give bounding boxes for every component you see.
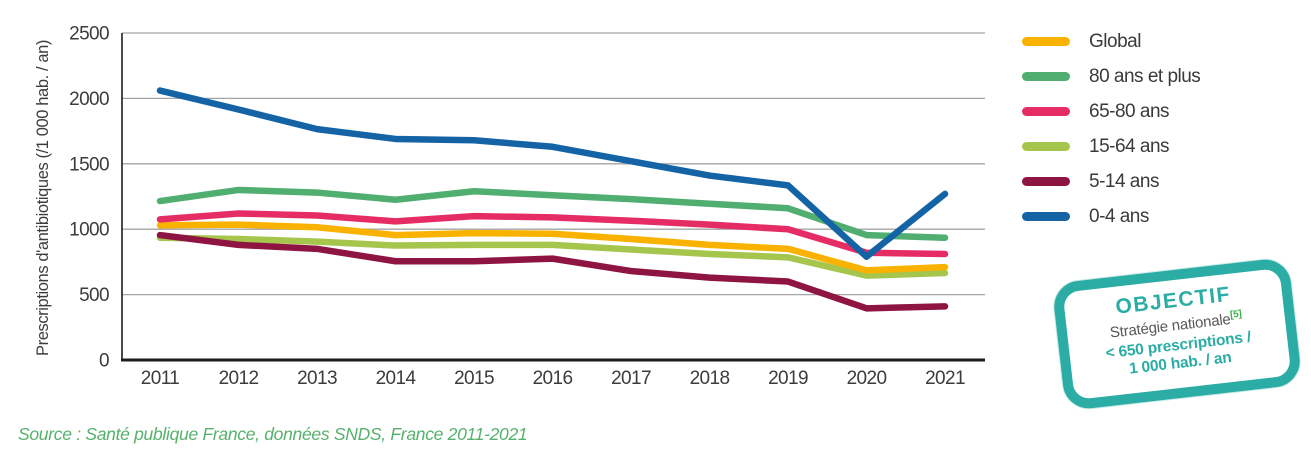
line-0-4-ans — [156, 87, 949, 260]
x-tick-label: 2016 — [533, 368, 573, 389]
x-tick-label: 2013 — [297, 368, 337, 389]
legend-swatch-80-plus — [1022, 72, 1070, 81]
x-tick-label: 2021 — [925, 368, 965, 389]
objectif-stamp-badge: OBJECTIF Stratégie nationale[5] < 650 pr… — [1051, 256, 1303, 412]
x-tick-label: 2011 — [141, 368, 179, 389]
x-tick-label: 2018 — [690, 368, 730, 389]
legend-swatch-65-80 — [1022, 107, 1070, 116]
chart-legend: Global 80 ans et plus 65-80 ans 15-64 an… — [1022, 24, 1201, 234]
x-tick-label: 2020 — [847, 368, 887, 389]
x-tick-label: 2019 — [768, 368, 808, 389]
y-tick-label: 0 — [99, 351, 109, 372]
y-tick-label: 1500 — [69, 154, 109, 175]
legend-label: 0-4 ans — [1089, 205, 1149, 227]
legend-item-global: Global — [1022, 24, 1200, 59]
x-tick-label: 2015 — [454, 368, 494, 389]
legend-item-80-plus: 80 ans et plus — [1022, 59, 1201, 94]
legend-item-5-14: 5-14 ans — [1022, 164, 1200, 199]
legend-swatch-0-4 — [1022, 212, 1070, 221]
prescriptions-line-chart: 0 500 1000 1500 2000 2500 2011 2012 2013 2014 2015… — [69, 24, 985, 389]
line-15-64-ans — [156, 234, 949, 279]
y-tick-label: 500 — [79, 285, 109, 306]
legend-swatch-5-14 — [1022, 177, 1070, 186]
y-tick-label: 1000 — [69, 220, 109, 241]
legend-item-0-4: 0-4 ans — [1022, 199, 1200, 234]
x-tick-label: 2017 — [611, 368, 651, 389]
legend-item-65-80: 65-80 ans — [1022, 94, 1200, 129]
legend-swatch-global — [1022, 37, 1070, 46]
x-tick-label: 2012 — [219, 368, 259, 389]
line-global — [156, 221, 949, 274]
badge-reference: [5] — [1229, 308, 1243, 321]
source-text: Source : Santé publique France, données … — [18, 424, 528, 444]
y-tick-label: 2500 — [69, 24, 109, 45]
line-65-80-ans — [156, 210, 949, 258]
legend-label: 80 ans et plus — [1089, 65, 1201, 87]
line-80-ans-et-plus — [156, 186, 949, 241]
x-tick-label: 2014 — [376, 368, 417, 389]
legend-item-15-64: 15-64 ans — [1022, 129, 1200, 164]
legend-label: 15-64 ans — [1089, 135, 1170, 157]
y-tick-label: 2000 — [69, 89, 109, 110]
legend-label: 65-80 ans — [1089, 100, 1170, 122]
legend-swatch-15-64 — [1022, 142, 1070, 151]
legend-label: 5-14 ans — [1089, 170, 1159, 192]
legend-label: Global — [1089, 30, 1141, 52]
line-5-14-ans — [156, 231, 949, 312]
